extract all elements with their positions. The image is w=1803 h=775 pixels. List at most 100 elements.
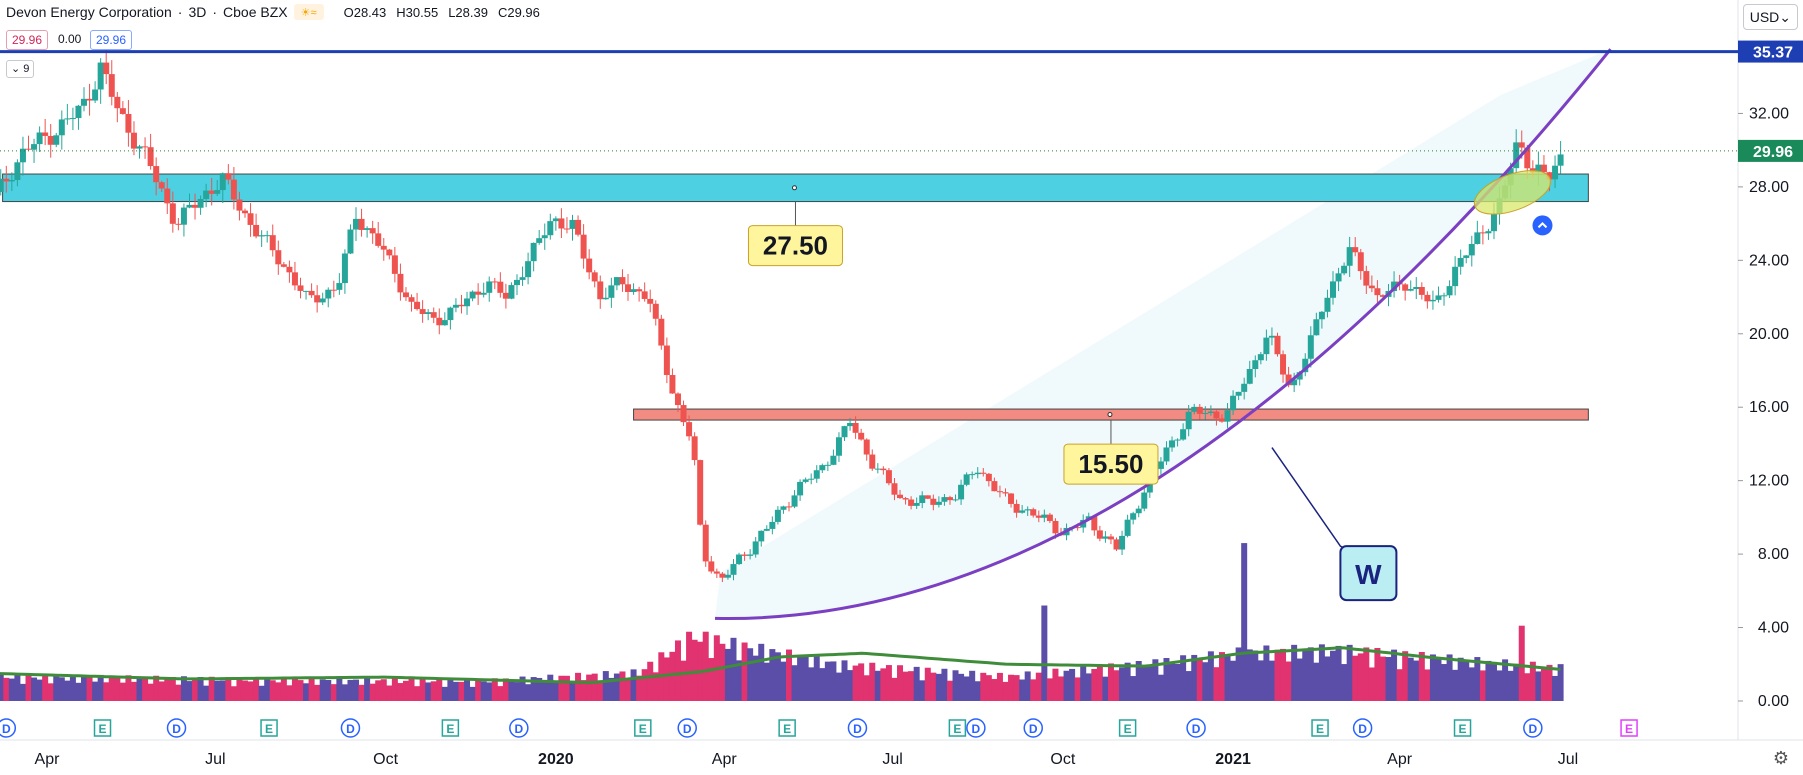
candle-body <box>974 472 981 475</box>
candle-body <box>164 188 171 204</box>
volume-bar <box>1185 671 1192 701</box>
candle-body <box>447 307 454 321</box>
candle-body <box>1457 257 1464 267</box>
earnings-marker <box>441 719 460 737</box>
volume-bar <box>1296 658 1303 701</box>
breakout-highlight <box>1473 170 1552 215</box>
volume-bar <box>58 677 65 701</box>
candle-body <box>414 301 421 310</box>
interval-label[interactable]: 3D <box>188 4 207 20</box>
dividend-marker <box>340 718 361 738</box>
currency-select[interactable]: USD⌄ <box>1742 4 1798 30</box>
candle-body <box>441 320 448 326</box>
candle-body <box>208 190 215 194</box>
candle-body <box>297 285 304 291</box>
low-value: L28.39 <box>448 4 488 20</box>
candle-body <box>81 98 88 106</box>
volume-bar <box>580 680 587 701</box>
candle-body <box>1307 335 1314 359</box>
volume-bar <box>230 686 237 701</box>
candle-body <box>513 279 520 286</box>
volume-bar <box>1441 664 1448 701</box>
volume-bar <box>530 677 537 701</box>
candle-body <box>797 481 804 496</box>
volume-bar <box>336 678 343 701</box>
x-tick-label: 2020 <box>538 751 574 768</box>
volume-bar <box>1224 654 1231 701</box>
candle-body <box>636 289 643 292</box>
volume-bar <box>591 673 598 701</box>
candle-body <box>75 105 82 119</box>
candle-body <box>108 74 115 97</box>
candle-body <box>1119 535 1126 550</box>
candle-body <box>425 312 432 314</box>
candle-body <box>491 281 498 283</box>
candle-body <box>502 292 509 299</box>
volume-bar <box>952 670 959 701</box>
gear-icon[interactable]: ⚙ <box>1772 748 1789 768</box>
candle-body <box>1263 337 1270 355</box>
volume-bar <box>1435 658 1442 701</box>
volume-bar <box>364 678 371 701</box>
candle-body <box>641 291 648 299</box>
volume-bar <box>708 658 715 701</box>
volume-bar <box>1235 647 1242 701</box>
bid-price[interactable]: 29.96 <box>6 30 49 50</box>
volume-bar <box>874 670 881 701</box>
volume-bar <box>985 675 992 701</box>
volume-bar <box>325 679 332 701</box>
indicators-toggle[interactable]: ⌄ 9 <box>6 60 35 78</box>
volume-bar <box>486 682 493 701</box>
candle-body <box>630 289 637 292</box>
candle-body <box>663 345 670 376</box>
volume-bar <box>25 674 32 701</box>
candle-body <box>1429 299 1436 302</box>
candle-body <box>730 564 737 575</box>
volume-bar <box>752 655 759 701</box>
volume-bar <box>791 665 798 701</box>
volume-bar <box>1424 669 1431 701</box>
dividend-marker <box>677 718 697 738</box>
chevron-down-icon: ⌄ <box>1779 9 1791 25</box>
candle-body <box>1313 319 1320 336</box>
weather-market-icon[interactable]: ☀≈ <box>293 4 324 20</box>
candle-body <box>291 272 298 286</box>
candle-body <box>924 495 931 499</box>
volume-bar <box>636 675 643 701</box>
volume-bar <box>1468 667 1475 701</box>
candle-body <box>1257 354 1264 361</box>
indicator-count: 9 <box>23 63 30 75</box>
candle-body <box>1513 142 1520 169</box>
volume-bar <box>1124 662 1131 701</box>
candle-body <box>358 218 365 230</box>
volume-bar <box>1518 625 1525 701</box>
candle-body <box>336 283 343 290</box>
volume-bar <box>1141 667 1148 701</box>
volume-bar <box>1318 644 1325 701</box>
volume-bar <box>447 678 454 701</box>
volume-bar <box>1174 663 1181 701</box>
volume-bar <box>1096 665 1103 701</box>
candle-body <box>1163 447 1170 462</box>
open-value: O28.43 <box>343 4 387 20</box>
symbol-title[interactable]: Devon Energy Corporation <box>6 4 172 20</box>
candle-body <box>380 245 387 250</box>
candle-body <box>552 218 559 222</box>
event-marker-label: E <box>953 722 961 736</box>
candle-body <box>946 497 953 501</box>
earnings-marker <box>1311 719 1329 737</box>
candle-body <box>1546 172 1553 180</box>
candle-body <box>908 499 915 506</box>
ask-price[interactable]: 29.96 <box>90 30 133 50</box>
candle-body <box>386 249 393 256</box>
volume-bar <box>480 681 487 701</box>
earnings-marker <box>260 719 278 737</box>
candle-body <box>197 198 204 208</box>
volume-bar <box>1285 661 1292 701</box>
volume-bar <box>908 671 915 701</box>
volume-bar <box>353 679 360 701</box>
candle-body <box>1246 369 1253 384</box>
volume-bar <box>785 649 792 701</box>
volume-bar <box>902 671 909 701</box>
